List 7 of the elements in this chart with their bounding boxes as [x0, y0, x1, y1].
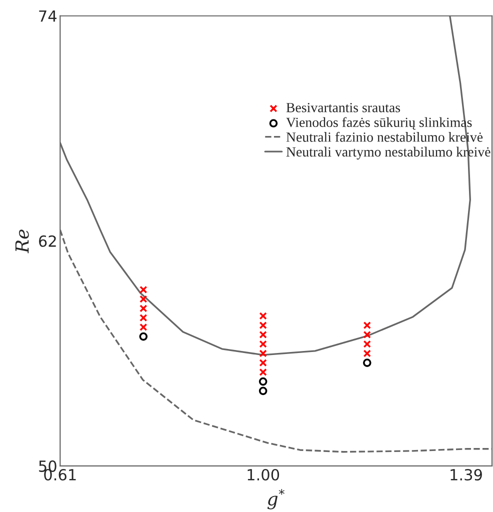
legend-label: Besivartantis srautas — [286, 102, 400, 112]
y-axis-title: Re — [15, 230, 29, 254]
x-tick-label: 1.39 — [450, 468, 482, 481]
y-tick-label: 62 — [38, 235, 56, 247]
x-axis-title: g$^{*}$ — [267, 489, 284, 510]
y-tick-label: 74 — [39, 10, 57, 22]
x-tick-label: 1.00 — [248, 468, 280, 481]
